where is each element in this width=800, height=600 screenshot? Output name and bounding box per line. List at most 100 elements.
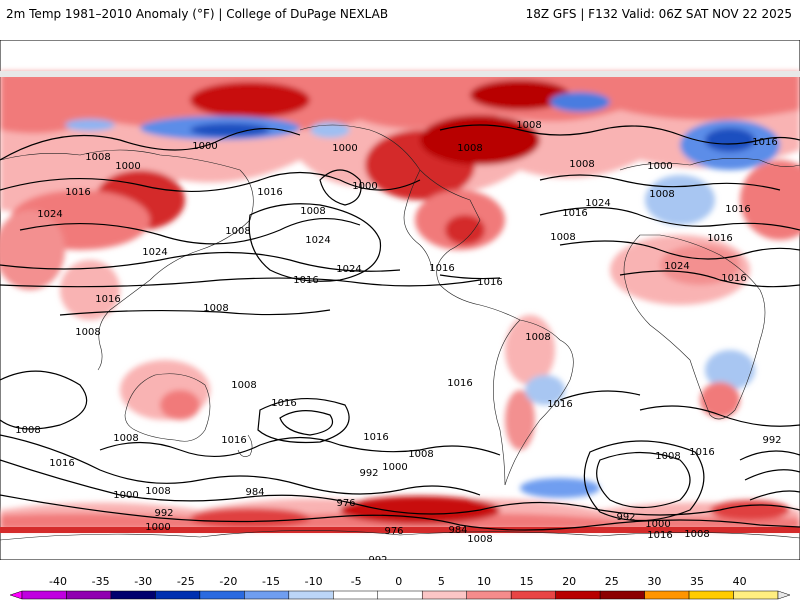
isobar-label: 984 (448, 525, 467, 536)
isobar-label: 1008 (569, 159, 594, 170)
isobar-label: 1008 (467, 534, 492, 545)
legend-tick-label: -5 (351, 575, 362, 588)
isobar-label: 1008 (655, 451, 680, 462)
isobar-label: 1000 (115, 161, 140, 172)
isobar-label: 1016 (95, 294, 120, 305)
isobar-label: 1008 (113, 433, 138, 444)
legend-swatch (421, 590, 467, 600)
legend-swatch (21, 590, 67, 600)
isobar-label: 1016 (271, 398, 296, 409)
isobar-label: 1024 (585, 198, 610, 209)
isobar-label: 1008 (75, 327, 100, 338)
legend-tick-label: -20 (219, 575, 237, 588)
isobar-label: 1008 (457, 143, 482, 154)
isobar-label: 1024 (142, 247, 167, 258)
legend-color-bar (9, 590, 791, 600)
polar-band-north (0, 71, 800, 77)
isobar-label: 1016 (65, 187, 90, 198)
isobar-label: 1016 (363, 432, 388, 443)
legend-tick-label: -40 (49, 575, 67, 588)
legend-tick-label: 25 (605, 575, 619, 588)
isobar-label: 1016 (752, 137, 777, 148)
isobar-label: 1016 (721, 273, 746, 284)
legend-tick-label: 0 (395, 575, 402, 588)
legend-tick-label: -25 (177, 575, 195, 588)
coastlines (0, 124, 800, 541)
legend-tick-label: -30 (134, 575, 152, 588)
isobar-label: 1008 (525, 332, 550, 343)
legend-swatch (244, 590, 290, 600)
isobar-label: 992 (154, 508, 173, 519)
isobar-label: 1000 (332, 143, 357, 154)
legend-swatch (510, 590, 556, 600)
isobar-label: 1008 (649, 189, 674, 200)
isobar-label: 1016 (49, 458, 74, 469)
isobar-label: 1008 (684, 529, 709, 540)
temperature-anomaly-map: 1008100010001016102410161008100810241024… (0, 40, 800, 560)
legend-swatch (155, 590, 201, 600)
legend-tick-label: 20 (562, 575, 576, 588)
isobar-label: 1008 (408, 449, 433, 460)
anomaly-field (0, 72, 800, 530)
isobar-label: 1016 (447, 378, 472, 389)
isobar-label: 992 (616, 512, 635, 523)
isobar-label: 1008 (145, 486, 170, 497)
polar-band-south (0, 527, 800, 533)
legend-swatch (688, 590, 734, 600)
isobar-label: 1000 (645, 519, 670, 530)
legend-tick-label: 10 (477, 575, 491, 588)
legend-tick-label: 15 (520, 575, 534, 588)
isobar-label: 1008 (550, 232, 575, 243)
legend-arrow-max (777, 590, 791, 600)
isobar-label: 1000 (145, 522, 170, 533)
isobar-label: 1008 (15, 425, 40, 436)
isobar-label: 1024 (664, 261, 689, 272)
isobar-labels: 1008100010001016102410161008100810241024… (15, 120, 781, 560)
legend-swatch (288, 590, 334, 600)
legend-tick-label: 5 (438, 575, 445, 588)
legend-tick-label: 35 (690, 575, 704, 588)
isobar-label: 1008 (516, 120, 541, 131)
legend-swatch (199, 590, 245, 600)
isobar-label: 1016 (647, 530, 672, 541)
isobar-label: 1016 (221, 435, 246, 446)
isobar-label: 1016 (293, 275, 318, 286)
isobar-label: 1016 (257, 187, 282, 198)
legend-swatch (733, 590, 779, 600)
isobar-label: 1016 (562, 208, 587, 219)
legend-swatch (377, 590, 423, 600)
isobar-label: 1000 (647, 161, 672, 172)
legend-tick-label: 30 (647, 575, 661, 588)
isobar-label: 1024 (37, 209, 62, 220)
legend-tick-label: -10 (305, 575, 323, 588)
isobar-label: 1016 (707, 233, 732, 244)
model-run-info: 18Z GFS | F132 Valid: 06Z SAT NOV 22 202… (525, 7, 792, 21)
isobar-label: 1024 (336, 264, 361, 275)
isobar-label: 1000 (352, 181, 377, 192)
isobar-label: 1024 (305, 235, 330, 246)
map-title: 2m Temp 1981–2010 Anomaly (°F) | College… (6, 7, 389, 21)
isobar-label: 1016 (477, 277, 502, 288)
isobar-label: 1008 (225, 226, 250, 237)
isobar-label: 1016 (547, 399, 572, 410)
isobar-label: 1000 (113, 490, 138, 501)
isobar-label: 984 (245, 487, 264, 498)
isobar-label: 1000 (382, 462, 407, 473)
legend-swatch (110, 590, 156, 600)
isobar-label: 1008 (300, 206, 325, 217)
map-header: 2m Temp 1981–2010 Anomaly (°F) | College… (0, 0, 800, 30)
isobars (0, 124, 800, 531)
isobar-label: 976 (384, 526, 403, 537)
isobar-label: 1016 (429, 263, 454, 274)
isobar-label: 1008 (203, 303, 228, 314)
legend-swatch (466, 590, 512, 600)
legend-tick-label: -15 (262, 575, 280, 588)
isobar-label: 1016 (689, 447, 714, 458)
legend-swatch (599, 590, 645, 600)
isobar-label: 1008 (231, 380, 256, 391)
legend-tick-label: -35 (92, 575, 110, 588)
isobar-label: 1016 (725, 204, 750, 215)
isobar-label: 992 (368, 555, 387, 560)
legend-swatch (644, 590, 690, 600)
legend-swatch (66, 590, 112, 600)
